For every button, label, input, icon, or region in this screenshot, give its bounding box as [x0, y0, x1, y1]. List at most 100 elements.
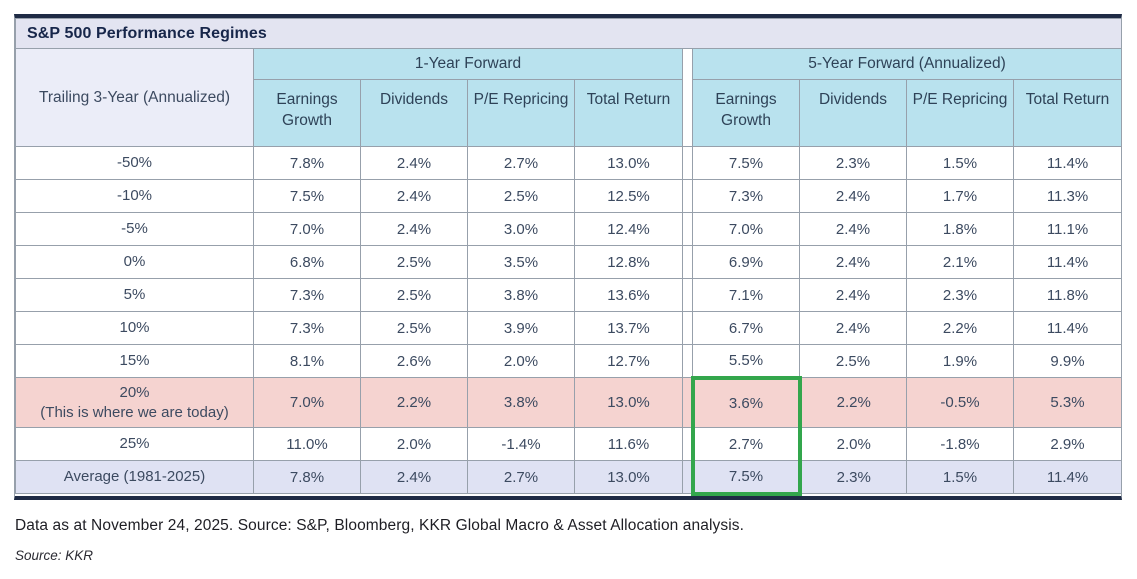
column-header: Earnings Growth	[692, 79, 800, 147]
column-header: Total Return	[1012, 79, 1123, 147]
group-spacer	[682, 427, 693, 461]
value-cell: 2.5%	[360, 311, 468, 345]
table-row: 0% 6.8% 2.5% 3.5% 12.8% 6.9% 2.4% 2.1% 11.4%	[15, 245, 1123, 279]
value-cell: 2.6%	[360, 344, 468, 378]
row-label: 20% (This is where we are today)	[15, 377, 254, 428]
group-spacer	[682, 311, 693, 345]
value-cell: 5.5%	[692, 344, 800, 378]
value-cell: -1.8%	[906, 427, 1014, 461]
group-spacer	[682, 278, 693, 312]
value-cell: 2.4%	[360, 212, 468, 246]
column-group-5-year-forward: 5-Year Forward (Annualized)	[691, 48, 1123, 80]
group-spacer	[682, 48, 693, 147]
row-label: 0%	[15, 245, 254, 279]
value-cell: 1.9%	[906, 344, 1014, 378]
table-row: 15% 8.1% 2.6% 2.0% 12.7% 5.5% 2.5% 1.9% 9.9%	[15, 344, 1123, 378]
value-cell: 1.8%	[906, 212, 1014, 246]
value-cell: 2.2%	[360, 377, 468, 428]
group-spacer	[682, 179, 693, 213]
title-row: S&P 500 Performance Regimes	[14, 18, 1123, 49]
value-cell: 7.3%	[253, 311, 361, 345]
value-cell: 7.3%	[692, 179, 800, 213]
value-cell: 2.0%	[360, 427, 468, 461]
value-cell: 11.4%	[1012, 460, 1123, 494]
group-spacer	[682, 460, 693, 494]
row-label: 25%	[15, 427, 254, 461]
value-cell: 2.3%	[799, 460, 907, 494]
value-cell: -0.5%	[906, 377, 1014, 428]
table-body: -50% 7.8% 2.4% 2.7% 13.0% 7.5% 2.3% 1.5% 11.4% -1…	[15, 146, 1123, 496]
value-cell: 2.3%	[799, 146, 907, 180]
row-header-label: Trailing 3-Year (Annualized)	[15, 48, 254, 147]
row-label: -50%	[15, 146, 254, 180]
value-cell: 3.8%	[467, 278, 575, 312]
row-label-note: (This is where we are today)	[40, 403, 229, 421]
value-cell: 2.7%	[467, 460, 575, 494]
value-cell: 2.4%	[360, 146, 468, 180]
value-cell: 1.5%	[906, 460, 1014, 494]
column-header: Earnings Growth	[253, 79, 361, 147]
table-title: S&P 500 Performance Regimes	[14, 18, 1123, 49]
value-cell: 6.9%	[692, 245, 800, 279]
column-header: Dividends	[360, 79, 468, 147]
value-cell: 2.5%	[360, 278, 468, 312]
value-cell: 1.5%	[906, 146, 1014, 180]
column-header: Total Return	[574, 79, 683, 147]
column-header: P/E Repricing	[467, 79, 575, 147]
performance-regimes-table: S&P 500 Performance Regimes Trailing 3-Y…	[14, 18, 1123, 496]
table-row: -5% 7.0% 2.4% 3.0% 12.4% 7.0% 2.4% 1.8% 11.1%	[15, 212, 1123, 246]
table-row: 25% 11.0% 2.0% -1.4% 11.6% 2.7% 2.0% -1.8% 2.9%	[15, 427, 1123, 461]
table-row: 20% (This is where we are today) 7.0% 2.2% 3…	[15, 375, 1123, 428]
value-cell: 12.7%	[574, 344, 683, 378]
value-cell: 7.0%	[253, 212, 361, 246]
value-cell: 11.0%	[253, 427, 361, 461]
value-cell: 13.0%	[574, 460, 683, 494]
value-cell: 7.8%	[253, 146, 361, 180]
value-cell: 2.2%	[799, 377, 907, 428]
value-cell: 2.7%	[467, 146, 575, 180]
value-cell: 2.9%	[1012, 427, 1123, 461]
column-group-1-year-forward: 1-Year Forward	[253, 48, 683, 80]
footnote: Data as at November 24, 2025. Source: S&…	[15, 516, 745, 534]
value-cell: 2.5%	[799, 344, 907, 378]
value-cell: 2.0%	[799, 427, 907, 461]
value-cell: 2.4%	[799, 179, 907, 213]
value-cell: 9.9%	[1012, 344, 1123, 378]
source-line: Source: KKR	[15, 547, 94, 563]
value-cell: 7.1%	[692, 278, 800, 312]
row-label: -10%	[15, 179, 254, 213]
value-cell: 2.4%	[360, 179, 468, 213]
group-spacer	[682, 377, 693, 428]
value-cell-green-highlight: 3.6%	[690, 375, 802, 428]
row-label: 5%	[15, 278, 254, 312]
value-cell: 13.7%	[574, 311, 683, 345]
row-label: -5%	[15, 212, 254, 246]
group-spacer	[682, 344, 693, 378]
value-cell: 7.5%	[253, 179, 361, 213]
value-cell: 2.4%	[799, 311, 907, 345]
value-cell: 8.1%	[253, 344, 361, 378]
table-row: Average (1981-2025) 7.8% 2.4% 2.7% 13.0% 7.5%…	[15, 460, 1123, 496]
value-cell: 3.8%	[467, 377, 575, 428]
group-spacer	[682, 146, 693, 180]
value-cell: 11.6%	[574, 427, 683, 461]
value-cell: 13.0%	[574, 377, 683, 428]
value-cell: 11.4%	[1012, 146, 1123, 180]
group-spacer	[682, 212, 693, 246]
value-cell: 11.8%	[1012, 278, 1123, 312]
value-cell: 3.9%	[467, 311, 575, 345]
value-cell: 12.4%	[574, 212, 683, 246]
value-cell: 11.3%	[1012, 179, 1123, 213]
value-cell: 2.4%	[360, 460, 468, 494]
value-cell: 2.5%	[360, 245, 468, 279]
value-cell: 2.5%	[467, 179, 575, 213]
value-cell: 2.3%	[906, 278, 1014, 312]
table-row: -50% 7.8% 2.4% 2.7% 13.0% 7.5% 2.3% 1.5% 11.4%	[15, 146, 1123, 180]
row-label: Average (1981-2025)	[15, 460, 254, 494]
value-cell: 3.0%	[467, 212, 575, 246]
value-cell: 11.4%	[1012, 245, 1123, 279]
column-header: Dividends	[799, 79, 907, 147]
value-cell: 7.0%	[253, 377, 361, 428]
table-row: 5% 7.3% 2.5% 3.8% 13.6% 7.1% 2.4% 2.3% 11.8%	[15, 278, 1123, 312]
